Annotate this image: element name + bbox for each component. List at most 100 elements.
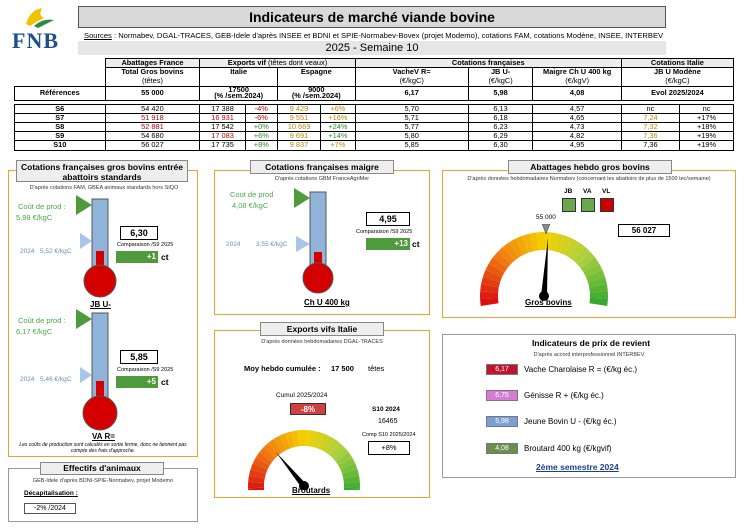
sources-line: Sources : Normabev, DGAL-TRACES, GEB-Ide…: [84, 31, 744, 40]
ref-italie: 17500 (% /sem.2024): [199, 85, 278, 101]
col-italie: Italie: [199, 67, 278, 77]
exports-gauge-arc-segment: [340, 463, 358, 475]
jb-name: JB U-: [90, 300, 111, 309]
cot-gros-title: Cotations françaises gros bovins entrée …: [16, 160, 188, 182]
maigre-cout-label: Cout de prod: [230, 190, 274, 199]
abattages-gauge-arc-segment: [577, 251, 595, 269]
maigre-cout-value: 4,08 €/kgC: [232, 201, 269, 210]
week-label: 2025 - Semaine 10: [78, 41, 666, 55]
exports-gauge-arc-segment: [343, 475, 360, 484]
legend-label: JB: [564, 188, 573, 195]
prix-value-jb: 5,98: [486, 416, 518, 427]
legend-swatch-jb: [562, 198, 576, 212]
abattages-gauge-arc-segment: [587, 276, 607, 288]
group-cotations-fr: Cotations françaises: [354, 57, 622, 69]
exports-subtitle: D'après données hebdomadaires DGAL-TRACE…: [261, 339, 383, 345]
bird-icon: [26, 8, 54, 28]
col-maigre: Maigre Ch U 400 kg: [532, 67, 622, 77]
abattages-title: Abattages hebdo gros bovins: [508, 160, 672, 174]
prix-value-vache: 6,17: [486, 364, 518, 375]
abattages-gauge-arc-segment: [564, 238, 579, 258]
group-abattages: Abattages France: [104, 57, 201, 69]
cumul-label: Cumul 2025/2024: [276, 392, 328, 399]
maigre-prev-value: 3,55 €/kgC: [256, 241, 288, 248]
exports-gauge-arc-segment: [285, 431, 295, 449]
jb-cmp-label: Comparaison /S9 2025: [117, 242, 174, 248]
col-espagne: Espagne: [276, 67, 356, 77]
exports-gauge-arc-segment: [325, 439, 340, 456]
exports-gauge-arc-segment: [248, 487, 265, 490]
exports-gauge-arc-segment: [279, 433, 291, 451]
maigre-change-unit: ct: [412, 239, 420, 249]
abattages-gauge-arc-segment: [536, 232, 544, 251]
jb-change: +1: [116, 251, 158, 263]
group-header-row: Abattages France Exports vif (têtes dont…: [14, 57, 735, 69]
exports-gauge-arc-segment: [273, 435, 287, 453]
cot-maigre-subtitle: D'après cotations GBM FranceAgriMer: [274, 176, 370, 182]
cot-gros-subtitle: D'après cotations FAM, GBEA animaux stan…: [29, 185, 179, 191]
va-cout-label: Coût de prod :: [18, 316, 66, 325]
unit-modene: (€/kgC): [620, 76, 735, 87]
abattages-gauge-arc-segment: [481, 276, 501, 288]
table-row: S7 51 918 16 931 -6% 9 551 +16% 5,71 6,18 4,…: [14, 112, 734, 123]
exports-gauge-arc-segment: [252, 457, 270, 470]
exports-gauge-arc-segment: [308, 430, 317, 448]
abattages-subtitle: D'après données hebdomadaires Normabev (…: [467, 176, 711, 182]
prix-value-genisse: 6,75: [486, 390, 518, 401]
exports-gauge-arc-segment: [263, 442, 279, 459]
prix-footer: 2ème semestre 2024: [536, 462, 619, 472]
table-row: S9 54 680 17 083 +6% 9 691 +14% 5,80 6,29 4,…: [14, 131, 734, 142]
exports-gauge-needle-hub: [299, 481, 309, 490]
jb-prev-value: 5,52 €/kgC: [40, 248, 72, 255]
abattages-gauge-arc-segment: [549, 232, 559, 252]
prix-value-broutard: 4,08: [486, 443, 518, 454]
abattages-gauge-arc-segment: [583, 263, 603, 278]
exports-gauge-arc-segment: [248, 469, 266, 479]
ref-label: Références: [14, 85, 106, 101]
cumul-value: -8%: [290, 403, 326, 415]
abattages-gauge-label: Gros bovins: [525, 298, 572, 307]
va-change-unit: ct: [161, 377, 169, 387]
exports-gauge-arc-segment: [317, 433, 329, 451]
cot-maigre-title: Cotations françaises maigre: [250, 160, 394, 174]
jb-change-unit: ct: [161, 252, 169, 262]
unit-tetes: (têtes): [104, 76, 201, 87]
jb-thermometer: [76, 195, 117, 298]
group-cotations-it: Cotations Italie: [620, 57, 735, 69]
va-thermometer: [76, 309, 118, 431]
s10-value: 16465: [378, 418, 398, 425]
abattages-gauge-arc-segment: [482, 269, 502, 283]
exports-gauge-arc-segment: [321, 435, 335, 453]
exports-gauge-arc-segment: [332, 447, 349, 462]
prix-title: Indicateurs de prix de revient: [516, 338, 666, 351]
exports-gauge-arc-segment: [268, 439, 283, 456]
exports-gauge-arc-segment: [343, 481, 360, 489]
abattages-gauge-arc-segment: [522, 233, 534, 253]
ref-maigre: 4,08: [532, 85, 622, 101]
group-exports: Exports vif (têtes dont veaux): [199, 57, 356, 69]
effectifs-title: Effectifs d'animaux: [40, 462, 164, 475]
fnb-logo: FNB: [8, 6, 74, 53]
abattages-gauge-arc-segment: [485, 263, 505, 278]
maigre-cmp-label: Comparaison /S9 2025: [356, 229, 413, 235]
panel-prix: [442, 334, 736, 478]
abattages-gauge-arc-segment: [580, 257, 600, 273]
table-row: S6 54 420 17 388 -4% 9 429 +6% 5,70 6,13 4,5…: [14, 103, 734, 114]
units-row: (têtes) (€/kgC) (€/kgC) (€/kgV) (€/kgC): [14, 76, 735, 87]
abattages-gauge-arc-segment: [559, 235, 573, 255]
exports-gauge-arc-segment: [248, 481, 265, 489]
abattages-legend: JB VA VL: [562, 188, 622, 216]
abattages-gauge: [480, 224, 608, 307]
col-vache: VacheV R=: [354, 67, 469, 77]
va-name: VA R=: [92, 432, 115, 441]
abattages-gauge-arc-segment: [497, 246, 515, 265]
unit-vache: (€/kgC): [354, 76, 469, 87]
decap-value: -2% /2024: [24, 503, 76, 514]
abattages-gauge-needle: [541, 238, 549, 297]
va-cout-value: 6,17 €/kgC: [16, 327, 53, 336]
col-modene: JB U Modène: [620, 67, 735, 77]
market-table: Abattages France Exports vif (têtes dont…: [14, 57, 735, 151]
sources-label: Sources: [84, 31, 112, 40]
va-current-value: 5,85: [120, 350, 158, 364]
moy-unit: têtes: [368, 364, 385, 373]
